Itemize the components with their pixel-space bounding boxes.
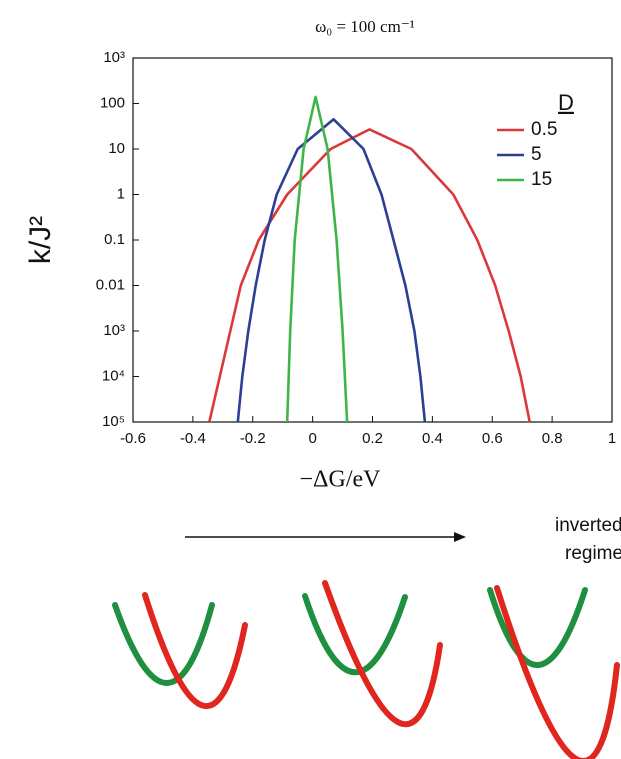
line (208, 128, 531, 423)
x-tick-label: 0.2 (362, 430, 383, 447)
y-tick-label: 10⁴ (102, 367, 125, 384)
y-tick-label: 10³ (103, 322, 125, 339)
line (236, 118, 427, 423)
annotation: regime (565, 543, 621, 564)
plot-frame (132, 57, 613, 423)
legend-label: 0.5 (531, 119, 557, 140)
arrow (185, 532, 466, 542)
y-tick-label: 1 (117, 185, 125, 202)
x-tick-label: 0.6 (482, 430, 503, 447)
y-tick-label: 10³ (103, 49, 125, 66)
y-tick-label: 100 (100, 94, 125, 111)
y-tick-label: 10 (108, 140, 125, 157)
y-tick-label: 0.01 (96, 276, 125, 293)
x-tick-label: 0.4 (422, 430, 443, 447)
x-tick-label: 0 (308, 430, 316, 447)
x-tick-label: 1 (608, 430, 616, 447)
chart-title: ω₀ = 100 cm⁻¹ (315, 17, 415, 36)
x-tick-label: -0.6 (120, 430, 146, 447)
legend-label: 15 (531, 169, 552, 190)
legend-label: 5 (531, 144, 542, 165)
annotation: inverted (555, 515, 621, 536)
y-axis-label: k/J² (24, 216, 57, 264)
x-tick-label: 0.8 (542, 430, 563, 447)
x-tick-label: -0.4 (180, 430, 206, 447)
x-axis-label: −ΔG/eV (300, 467, 382, 493)
y-tick-label: 0.1 (104, 231, 125, 248)
legend-title: D (558, 90, 574, 115)
y-tick-label: 10⁵ (102, 413, 125, 430)
line (285, 95, 349, 423)
parabolas (112, 580, 620, 759)
x-tick-label: -0.2 (240, 430, 266, 447)
